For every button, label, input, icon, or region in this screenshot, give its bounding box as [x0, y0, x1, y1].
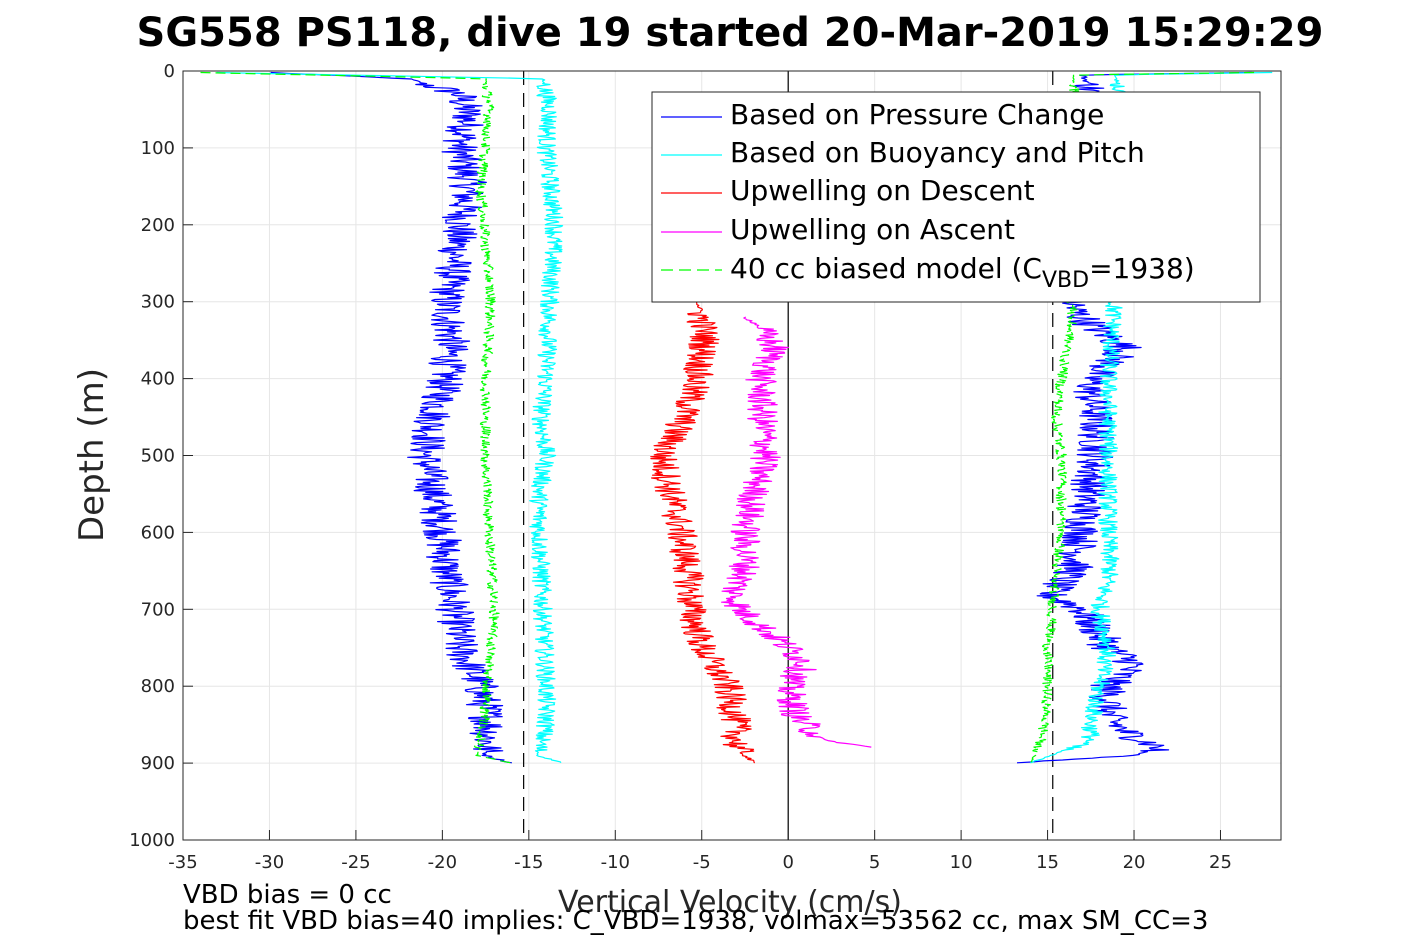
x-tick-label: -20 [428, 852, 457, 873]
x-tick-label: -25 [341, 852, 370, 873]
legend-label-upwelling-descent: Upwelling on Descent [730, 174, 1035, 207]
legend-label-upwelling-ascent: Upwelling on Ascent [730, 213, 1015, 246]
y-tick-label: 1000 [129, 830, 175, 851]
y-tick-label: 300 [141, 292, 175, 313]
x-tick-label: 25 [1209, 852, 1232, 873]
y-tick-label: 900 [141, 753, 175, 774]
legend-label-biased-model: 40 cc biased model (CVBD=1938) [730, 252, 1195, 293]
y-tick-label: 700 [141, 599, 175, 620]
y-tick-label: 400 [141, 369, 175, 390]
y-tick-label: 0 [164, 61, 175, 82]
x-tick-label: -10 [601, 852, 630, 873]
x-tick-label: -35 [168, 852, 197, 873]
legend-label-biased-subscript: VBD [1042, 268, 1089, 293]
best-fit-annotation: best fit VBD bias=40 implies: C_VBD=1938… [183, 906, 1208, 936]
axis-ticks: -35 -30 -25 -20 -15 -10 -5 0 5 10 15 20 25 0 100 200 300… [129, 61, 1232, 873]
y-tick-label: 800 [141, 676, 175, 697]
x-tick-label: -5 [693, 852, 711, 873]
series-line-upwelling-descent-descent [650, 301, 756, 764]
y-tick-label: 500 [141, 446, 175, 467]
y-tick-label: 600 [141, 522, 175, 543]
x-tick-label: 0 [782, 852, 793, 873]
x-tick-label: 15 [1036, 852, 1059, 873]
legend: Based on Pressure Change Based on Buoyan… [651, 91, 1261, 303]
x-axis-label: Vertical Velocity (cm/s) [558, 885, 902, 920]
y-axis-label: Depth (m) [72, 368, 112, 542]
y-tick-label: 100 [141, 138, 175, 159]
x-tick-label: 5 [869, 852, 880, 873]
vbd-bias-annotation: VBD bias = 0 cc [183, 880, 392, 910]
legend-label-biased-suffix: =1938) [1089, 252, 1195, 285]
legend-label-biased-prefix: 40 cc biased model (C [730, 252, 1042, 285]
x-tick-label: 20 [1123, 852, 1146, 873]
legend-swatches [661, 116, 722, 271]
legend-label-pressure: Based on Pressure Change [730, 98, 1104, 131]
legend-box [651, 91, 1261, 303]
x-tick-label: -15 [514, 852, 543, 873]
series-line-pressure-descent [270, 71, 512, 764]
series-line-upwelling-ascent-ascent [720, 316, 872, 748]
legend-label-buoyancy: Based on Buoyancy and Pitch [730, 136, 1145, 169]
x-tick-label: -30 [255, 852, 284, 873]
y-tick-label: 200 [141, 215, 175, 236]
series-line-biased-model-descent [200, 71, 511, 764]
series-line-buoyancy-descent [216, 71, 564, 763]
x-tick-label: 10 [950, 852, 973, 873]
chart-title: SG558 PS118, dive 19 started 20-Mar-2019… [137, 10, 1324, 56]
